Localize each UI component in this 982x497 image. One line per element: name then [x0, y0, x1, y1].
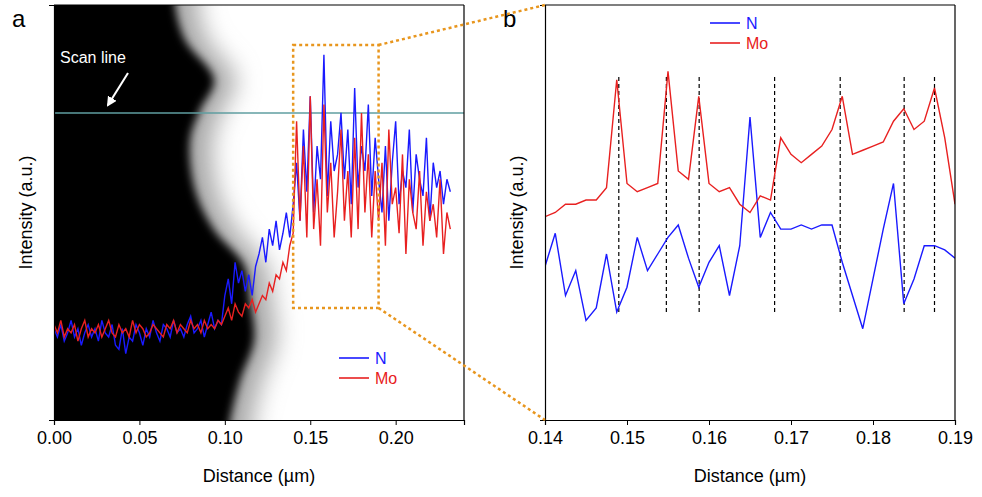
x-axis-title: Distance (µm): [694, 466, 806, 486]
guide-line: [840, 77, 841, 312]
x-tick-label: 0.15: [293, 428, 328, 448]
x-tick-label: 0.20: [379, 428, 414, 448]
x-tick-mark: [873, 420, 874, 425]
plot-area: [545, 5, 955, 420]
x-tick-mark: [709, 420, 710, 425]
guide-line: [934, 77, 935, 312]
x-tick: 0.00: [37, 420, 72, 448]
legend-label: Mo: [746, 35, 768, 52]
zoom-connector: [379, 308, 545, 420]
guide-line: [618, 77, 619, 312]
annotation-arrow: [108, 73, 128, 105]
x-tick-mark: [225, 420, 226, 425]
legend-swatch: [710, 42, 740, 44]
panel-label: a: [12, 5, 26, 32]
panel-label: b: [503, 5, 516, 32]
x-axis-title: Distance (µm): [203, 466, 315, 486]
y-axis-line: [49, 6, 55, 421]
x-tick-label: 0.15: [610, 428, 645, 448]
x-axis: 0.00 0.05 0.10 0.15 0.20: [37, 420, 465, 448]
x-tick: 0.17: [774, 420, 809, 448]
x-tick: 0.20: [379, 420, 414, 448]
plot-area: [54, 5, 464, 420]
y-axis: [49, 6, 55, 421]
y-axis-title: Intensity (a.u.): [16, 155, 36, 269]
x-tick-label: 0.10: [208, 428, 243, 448]
series-line: [54, 96, 450, 341]
x-axis-line: [55, 421, 465, 426]
series-line: [545, 117, 955, 329]
x-tick-mark: [955, 420, 956, 425]
x-tick-mark: [627, 420, 628, 425]
plot-background: [545, 5, 955, 420]
panel: 0.00 0.05 0.10 0.15 0.20 Distance (µm) Intensi…: [12, 0, 465, 486]
guide-line: [774, 77, 775, 312]
image-dark: [54, 5, 254, 420]
x-tick-mark: [791, 420, 792, 425]
legend-swatch: [339, 357, 369, 359]
scan-line: [54, 112, 464, 114]
x-tick-mark: [139, 420, 140, 425]
guide-line: [666, 77, 667, 312]
legend-label: N: [375, 350, 387, 367]
x-tick: 0.15: [610, 420, 645, 448]
x-tick-label: 0.16: [692, 428, 727, 448]
zoom-connector: [379, 5, 545, 45]
y-axis: [540, 6, 546, 421]
frame-right: [954, 5, 955, 420]
legend-label: Mo: [375, 370, 397, 387]
x-tick: 0.10: [208, 420, 243, 448]
x-tick: 0.05: [122, 420, 157, 448]
annotation: Scan line: [60, 49, 126, 66]
x-tick-label: 0.17: [774, 428, 809, 448]
x-axis-line: [546, 421, 956, 426]
image-halo: [54, 5, 276, 420]
x-tick-mark: [396, 420, 397, 425]
x-tick-label: 0.18: [856, 428, 891, 448]
legend-label: N: [746, 15, 758, 32]
guide-line: [904, 77, 905, 312]
frame-top: [54, 4, 464, 5]
x-tick-label: 0.05: [122, 428, 157, 448]
series-line: [545, 71, 955, 216]
frame-top: [545, 4, 955, 5]
zoom-box: [293, 45, 378, 308]
legend: N Mo: [710, 15, 768, 52]
frame-right: [463, 5, 464, 420]
x-tick-label: 0.00: [37, 428, 72, 448]
x-tick: 0.14: [528, 420, 563, 448]
legend-swatch: [339, 377, 369, 379]
series-line: [54, 55, 450, 354]
zoom-box-group: [293, 5, 545, 420]
panel: 0.14 0.15 0.16 0.17 0.18 0.19 Distance (µm) Int…: [503, 5, 973, 486]
x-tick-mark: [310, 420, 311, 425]
guide-line: [699, 77, 700, 312]
y-axis-line: [540, 6, 546, 421]
legend: N Mo: [339, 350, 397, 387]
x-tick: 0.16: [692, 420, 727, 448]
x-tick-label: 0.19: [938, 428, 973, 448]
y-axis-title: Intensity (a.u.): [507, 155, 527, 269]
x-tick-label: 0.14: [528, 428, 563, 448]
x-tick: 0.15: [293, 420, 328, 448]
figure: 0.00 0.05 0.10 0.15 0.20 Distance (µm) Intensi…: [0, 0, 982, 497]
x-tick: 0.19: [938, 420, 973, 448]
x-tick: 0.18: [856, 420, 891, 448]
legend-swatch: [710, 22, 740, 24]
x-axis: 0.14 0.15 0.16 0.17 0.18 0.19: [528, 420, 973, 448]
